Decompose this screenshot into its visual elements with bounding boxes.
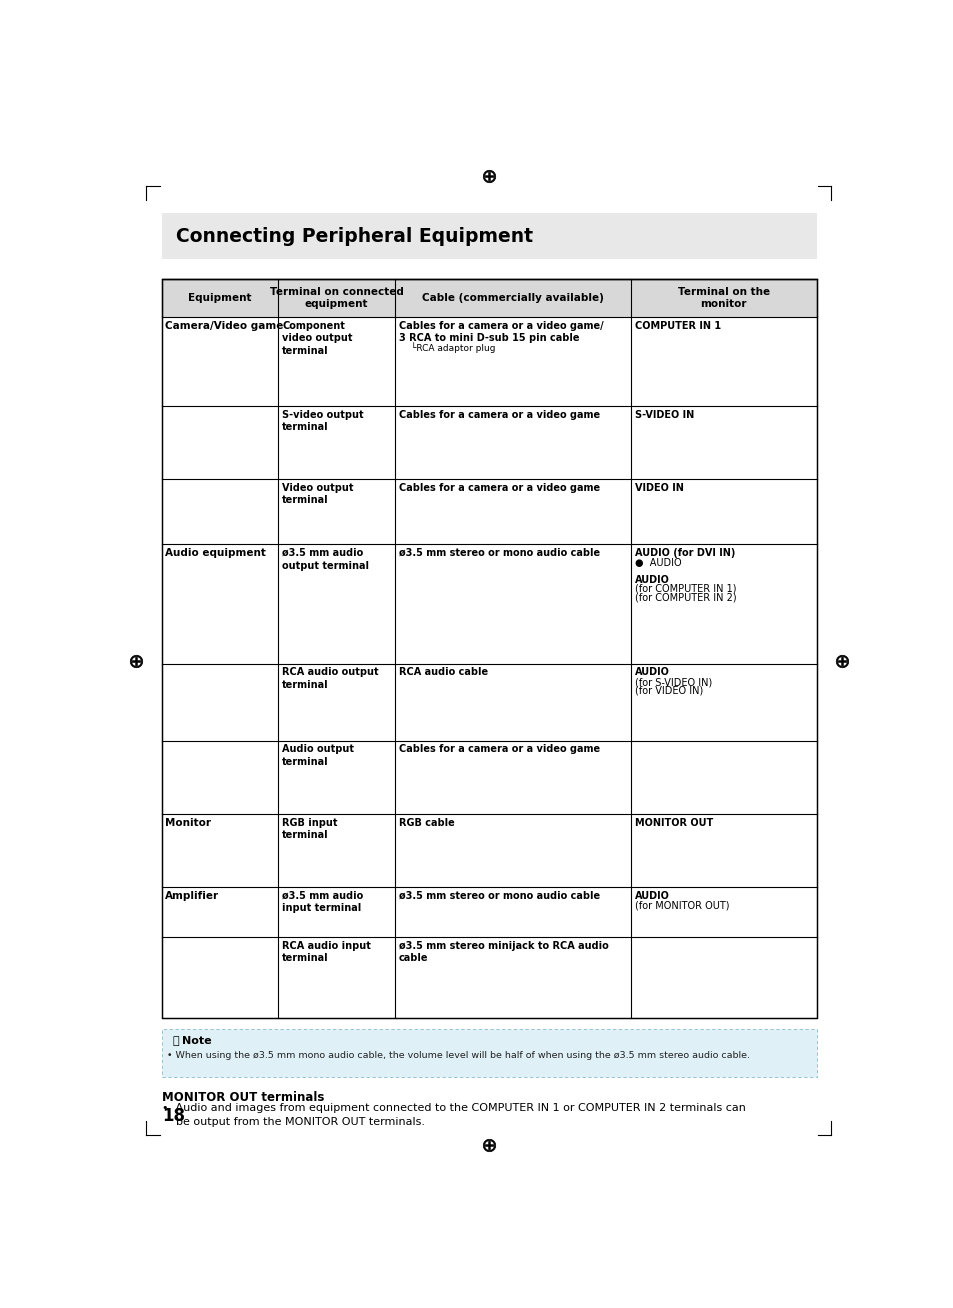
Text: AUDIO: AUDIO [634,576,669,585]
Text: Cables for a camera or a video game/
3 RCA to mini D-sub 15 pin cable: Cables for a camera or a video game/ 3 R… [398,320,603,344]
Text: Video output
terminal: Video output terminal [282,483,354,505]
Bar [162,213,816,259]
Text: Component
video output
terminal: Component video output terminal [282,320,353,356]
Text: Audio equipment: Audio equipment [165,548,266,559]
Bar [162,279,816,317]
Text: (for MONITOR OUT): (for MONITOR OUT) [634,901,728,910]
Text: RCA audio output
terminal: RCA audio output terminal [282,667,378,689]
Text: 18: 18 [162,1108,185,1125]
Text: •  Audio and images from equipment connected to the COMPUTER IN 1 or COMPUTER IN: • Audio and images from equipment connec… [162,1103,745,1127]
Text: Audio output
terminal: Audio output terminal [282,744,354,766]
Text: (for S-VIDEO IN): (for S-VIDEO IN) [634,678,711,688]
Text: AUDIO (for DVI IN): AUDIO (for DVI IN) [634,548,734,559]
Text: MONITOR OUT: MONITOR OUT [634,818,712,828]
Text: Camera/Video game: Camera/Video game [165,320,283,331]
Text: ●  AUDIO: ● AUDIO [634,559,680,568]
Text: (for COMPUTER IN 2): (for COMPUTER IN 2) [634,593,736,602]
Text: Cables for a camera or a video game: Cables for a camera or a video game [398,409,599,420]
Text: Terminal on connected
equipment: Terminal on connected equipment [270,286,403,309]
Text: Cables for a camera or a video game: Cables for a camera or a video game [398,744,599,755]
Text: ø3.5 mm audio
input terminal: ø3.5 mm audio input terminal [282,891,363,913]
Text: ø3.5 mm audio
output terminal: ø3.5 mm audio output terminal [282,548,369,570]
Text: Cables for a camera or a video game: Cables for a camera or a video game [398,483,599,493]
Text: ø3.5 mm stereo or mono audio cable: ø3.5 mm stereo or mono audio cable [398,548,599,559]
Text: AUDIO: AUDIO [634,667,669,678]
Text: ø3.5 mm stereo minijack to RCA audio
cable: ø3.5 mm stereo minijack to RCA audio cab… [398,940,608,963]
Text: 📝: 📝 [172,1036,179,1045]
Text: COMPUTER IN 1: COMPUTER IN 1 [634,320,720,331]
Text: S-VIDEO IN: S-VIDEO IN [634,409,693,420]
Text: Amplifier: Amplifier [165,891,219,901]
Text: RGB input
terminal: RGB input terminal [282,818,337,840]
Text: VIDEO IN: VIDEO IN [634,483,682,493]
Bar [162,279,816,1018]
Bar [162,1029,816,1076]
Text: ø3.5 mm stereo or mono audio cable: ø3.5 mm stereo or mono audio cable [398,891,599,901]
Text: RGB cable: RGB cable [398,818,455,828]
Text: Cable (commercially available): Cable (commercially available) [421,293,603,303]
Text: MONITOR OUT terminals: MONITOR OUT terminals [162,1091,324,1104]
Text: • When using the ø3.5 mm mono audio cable, the volume level will be half of when: • When using the ø3.5 mm mono audio cabl… [167,1050,749,1059]
Text: S-video output
terminal: S-video output terminal [282,409,363,432]
Text: (for COMPUTER IN 1): (for COMPUTER IN 1) [634,583,736,594]
Text: Connecting Peripheral Equipment: Connecting Peripheral Equipment [175,226,533,246]
Text: Monitor: Monitor [165,818,211,828]
Text: Note: Note [182,1036,212,1045]
Text: Terminal on the
monitor: Terminal on the monitor [677,286,769,309]
Text: RCA audio input
terminal: RCA audio input terminal [282,940,371,963]
Text: AUDIO: AUDIO [634,891,669,901]
Text: (for VIDEO IN): (for VIDEO IN) [634,685,702,696]
Text: RCA audio cable: RCA audio cable [398,667,488,678]
Text: Equipment: Equipment [188,293,252,303]
Text: └RCA adaptor plug: └RCA adaptor plug [410,343,495,353]
